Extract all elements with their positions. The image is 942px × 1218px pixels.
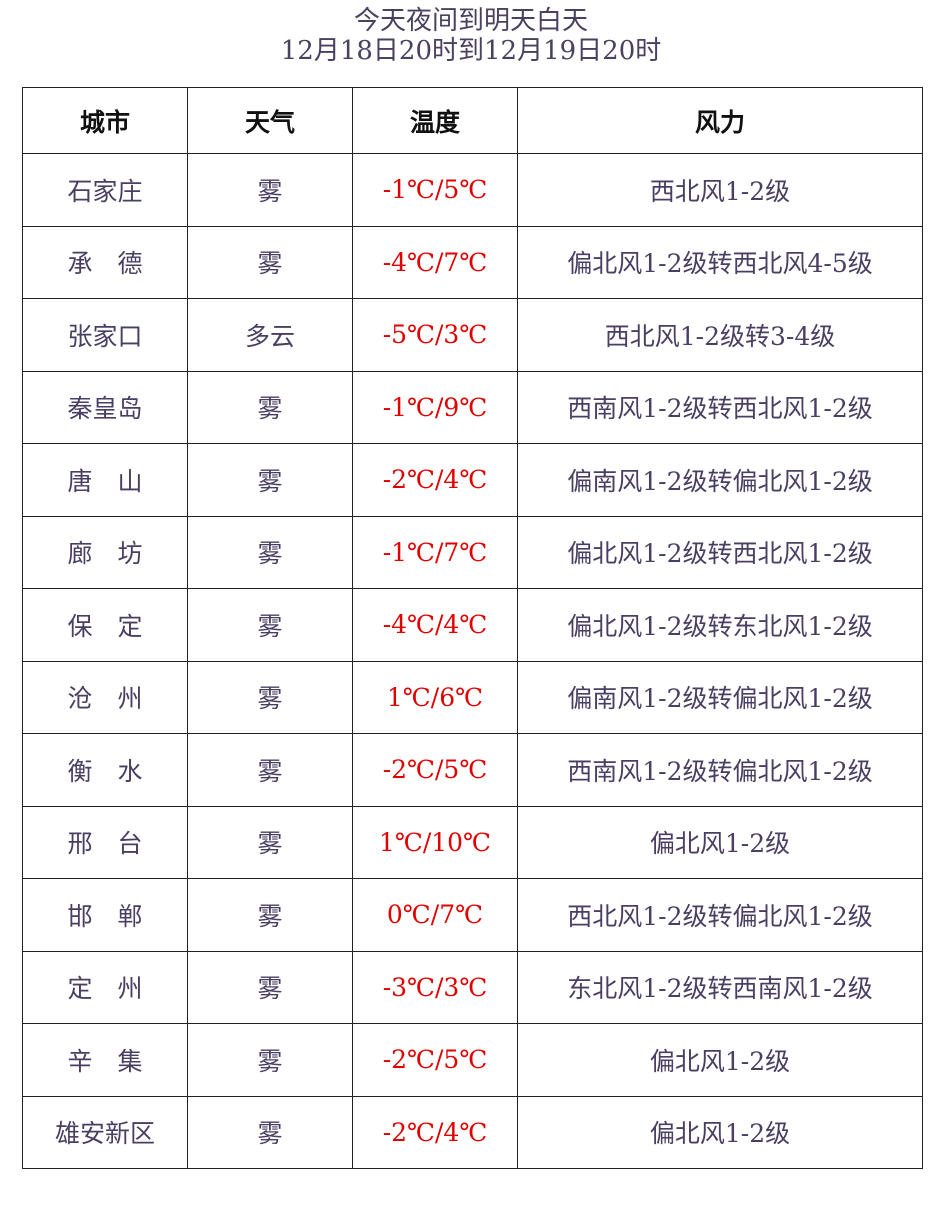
temperature-cell: -1℃/9℃ — [352, 370, 518, 444]
title-line-2: 12月18日20时到12月19日20时 — [280, 36, 662, 66]
table-row: 定 州雾 -3℃/3℃ 东北风1-2级转西南风1-2级 — [22, 950, 923, 1024]
table-row: 廊 坊雾 -1℃/7℃ 偏北风1-2级转西北风1-2级 — [22, 515, 923, 589]
temperature-cell: -4℃/4℃ — [352, 588, 518, 662]
header-temperature: 温度 — [352, 87, 518, 154]
table-row: 雄安新区雾 -2℃/4℃ 偏北风1-2级 — [22, 1095, 923, 1169]
temperature-cell: -2℃/4℃ — [352, 1095, 518, 1169]
table-row: 唐 山雾 -2℃/4℃ 偏南风1-2级转偏北风1-2级 — [22, 443, 923, 517]
city-cell: 保 定 — [22, 588, 188, 662]
weather-cell: 雾 — [187, 733, 353, 807]
wind-cell: 偏北风1-2级 — [517, 1023, 923, 1097]
wind-cell: 偏南风1-2级转偏北风1-2级 — [517, 443, 923, 517]
city-cell: 承 德 — [22, 225, 188, 299]
wind-cell: 西南风1-2级转西北风1-2级 — [517, 370, 923, 444]
city-cell: 石家庄 — [22, 153, 188, 227]
table-row: 沧 州雾 1℃/6℃ 偏南风1-2级转偏北风1-2级 — [22, 660, 923, 734]
title-line-1: 今天夜间到明天白天 — [353, 6, 588, 36]
wind-cell: 西北风1-2级转3-4级 — [517, 298, 923, 372]
header-weather: 天气 — [187, 87, 353, 154]
table-row: 辛 集雾 -2℃/5℃ 偏北风1-2级 — [22, 1023, 923, 1097]
temperature-cell: -1℃/5℃ — [352, 153, 518, 227]
city-cell: 廊 坊 — [22, 515, 188, 589]
weather-cell: 雾 — [187, 950, 353, 1024]
weather-cell: 雾 — [187, 153, 353, 227]
weather-cell: 雾 — [187, 1095, 353, 1169]
table-row: 邯 郸雾 0℃/7℃ 西北风1-2级转偏北风1-2级 — [22, 878, 923, 952]
city-cell: 衡 水 — [22, 733, 188, 807]
weather-cell: 多云 — [187, 298, 353, 372]
temperature-cell: 1℃/6℃ — [352, 660, 518, 734]
city-cell: 定 州 — [22, 950, 188, 1024]
city-cell: 沧 州 — [22, 660, 188, 734]
wind-cell: 西北风1-2级 — [517, 153, 923, 227]
wind-cell: 东北风1-2级转西南风1-2级 — [517, 950, 923, 1024]
weather-cell: 雾 — [187, 225, 353, 299]
wind-cell: 偏北风1-2级 — [517, 805, 923, 879]
weather-cell: 雾 — [187, 805, 353, 879]
wind-cell: 偏北风1-2级转西北风4-5级 — [517, 225, 923, 299]
city-cell: 唐 山 — [22, 443, 188, 517]
weather-cell: 雾 — [187, 515, 353, 589]
temperature-cell: -5℃/3℃ — [352, 298, 518, 372]
header-wind: 风力 — [517, 87, 923, 154]
table-row: 秦皇岛雾 -1℃/9℃ 西南风1-2级转西北风1-2级 — [22, 370, 923, 444]
table-row: 衡 水雾 -2℃/5℃ 西南风1-2级转偏北风1-2级 — [22, 733, 923, 807]
header-city: 城市 — [22, 87, 188, 154]
temperature-cell: 0℃/7℃ — [352, 878, 518, 952]
temperature-cell: -1℃/7℃ — [352, 515, 518, 589]
temperature-cell: -3℃/3℃ — [352, 950, 518, 1024]
table-row: 承 德雾 -4℃/7℃ 偏北风1-2级转西北风4-5级 — [22, 225, 923, 299]
temperature-cell: 1℃/10℃ — [352, 805, 518, 879]
weather-cell: 雾 — [187, 588, 353, 662]
table-row: 保 定雾 -4℃/4℃ 偏北风1-2级转东北风1-2级 — [22, 588, 923, 662]
city-cell: 邢 台 — [22, 805, 188, 879]
city-cell: 雄安新区 — [22, 1095, 188, 1169]
weather-cell: 雾 — [187, 660, 353, 734]
forecast-table: 城市 天气 温度 风力 石家庄雾 -1℃/5℃ 西北风1-2级承 德雾 -4℃/7℃ 偏… — [22, 87, 923, 1169]
city-cell: 邯 郸 — [22, 878, 188, 952]
temperature-cell: -2℃/4℃ — [352, 443, 518, 517]
wind-cell: 偏北风1-2级转西北风1-2级 — [517, 515, 923, 589]
temperature-cell: -2℃/5℃ — [352, 1023, 518, 1097]
wind-cell: 西南风1-2级转偏北风1-2级 — [517, 733, 923, 807]
wind-cell: 西北风1-2级转偏北风1-2级 — [517, 878, 923, 952]
city-cell: 张家口 — [22, 298, 188, 372]
city-cell: 秦皇岛 — [22, 370, 188, 444]
table-row: 张家口 多云 -5℃/3℃ 西北风1-2级转3-4级 — [22, 298, 923, 372]
wind-cell: 偏北风1-2级 — [517, 1095, 923, 1169]
weather-cell: 雾 — [187, 443, 353, 517]
temperature-cell: -2℃/5℃ — [352, 733, 518, 807]
wind-cell: 偏南风1-2级转偏北风1-2级 — [517, 660, 923, 734]
table-row: 石家庄雾 -1℃/5℃ 西北风1-2级 — [22, 153, 923, 227]
city-cell: 辛 集 — [22, 1023, 188, 1097]
wind-cell: 偏北风1-2级转东北风1-2级 — [517, 588, 923, 662]
header-row: 城市 天气 温度 风力 — [22, 87, 923, 154]
table-row: 邢 台雾 1℃/10℃ 偏北风1-2级 — [22, 805, 923, 879]
weather-cell: 雾 — [187, 1023, 353, 1097]
temperature-cell: -4℃/7℃ — [352, 225, 518, 299]
weather-cell: 雾 — [187, 370, 353, 444]
weather-cell: 雾 — [187, 878, 353, 952]
